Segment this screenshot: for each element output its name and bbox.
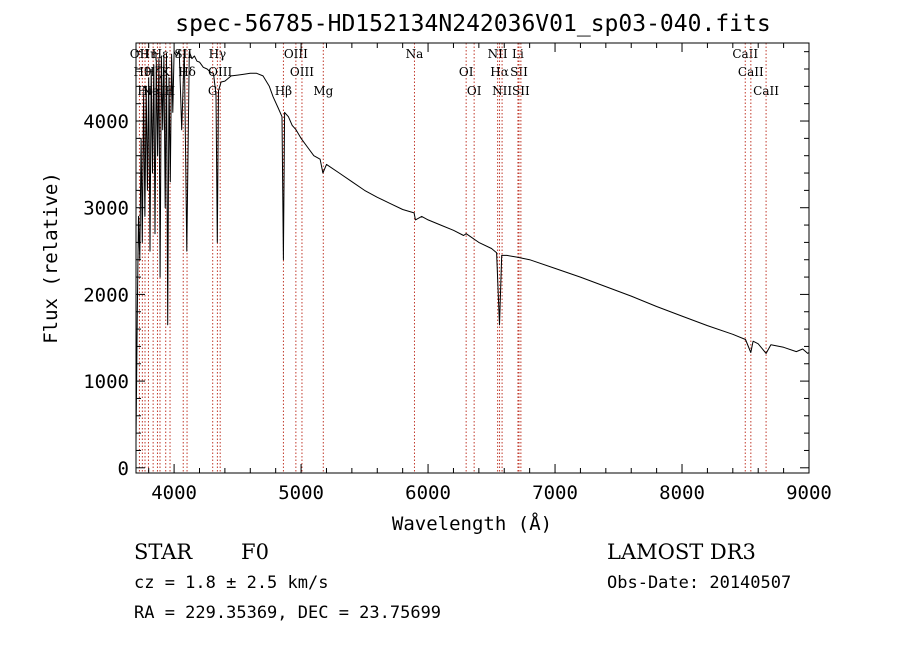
spectral-subclass: F0 [241, 540, 269, 564]
chart-title: spec-56785-HD152134N242036V01_sp03-040.f… [175, 11, 770, 37]
x-axis: 4000 5000 6000 7000 8000 9000 [148, 43, 832, 504]
line-marker-label: Na [406, 47, 424, 61]
y-tick-label: 2000 [83, 284, 129, 306]
line-marker-label: OIII [208, 65, 232, 79]
line-marker-label: Hβ [275, 84, 292, 98]
object-class: STAR [134, 540, 193, 564]
line-marker-label: OIII [290, 65, 314, 79]
sky-coordinates: RA = 229.35369, DEC = 23.75699 [134, 603, 442, 623]
line-marker-label: OI [459, 65, 474, 79]
line-marker-label: NII [488, 47, 508, 61]
line-marker-label: CaII [753, 84, 779, 98]
line-markers: OIIHθHιHηHζNeIIIHεKHSIIHδGHγOIIIHβOIIIOI… [130, 43, 779, 473]
x-tick-label: 4000 [151, 482, 197, 504]
spectrum-line [135, 49, 810, 442]
line-marker-label: OI [467, 84, 482, 98]
y-tick-label: 3000 [83, 198, 129, 220]
line-marker-label: Hθ [133, 65, 151, 79]
x-tick-label: 5000 [278, 482, 324, 504]
survey-name: LAMOST DR3 [607, 540, 756, 564]
x-tick-label: 7000 [532, 482, 578, 504]
line-marker-label: Mg [313, 84, 333, 98]
line-marker-label: OII [130, 47, 150, 61]
line-marker-label: Li [512, 47, 524, 61]
y-axis-label: Flux (relative) [40, 172, 62, 344]
line-marker-label: G [208, 84, 218, 98]
x-axis-label: Wavelength (Å) [392, 512, 552, 535]
line-marker-label: SII [510, 65, 528, 79]
x-tick-label: 8000 [659, 482, 705, 504]
y-axis: 0 1000 2000 3000 4000 [83, 51, 809, 480]
line-marker-label: CaII [732, 47, 758, 61]
x-tick-label: 6000 [405, 482, 451, 504]
line-marker-label: SII [512, 84, 530, 98]
y-tick-label: 0 [118, 458, 129, 480]
line-marker-label: Hγ [209, 47, 227, 61]
y-tick-label: 4000 [83, 111, 129, 133]
line-marker-label: NeIII [142, 84, 174, 98]
spectrum-series [135, 49, 810, 442]
line-marker-label: H [165, 84, 175, 98]
x-tick-label: 9000 [786, 482, 832, 504]
y-tick-label: 1000 [83, 371, 129, 393]
plot-frame [135, 42, 810, 474]
line-marker-label: Hδ [178, 65, 196, 79]
observation-date: Obs-Date: 20140507 [607, 573, 792, 593]
redshift-readout: cz = 1.8 ± 2.5 km/s [134, 573, 329, 593]
line-marker-label: NII [492, 84, 512, 98]
line-marker-label: CaII [738, 65, 764, 79]
line-marker-label: OIII [284, 47, 308, 61]
line-marker-label: Hα [490, 65, 509, 79]
